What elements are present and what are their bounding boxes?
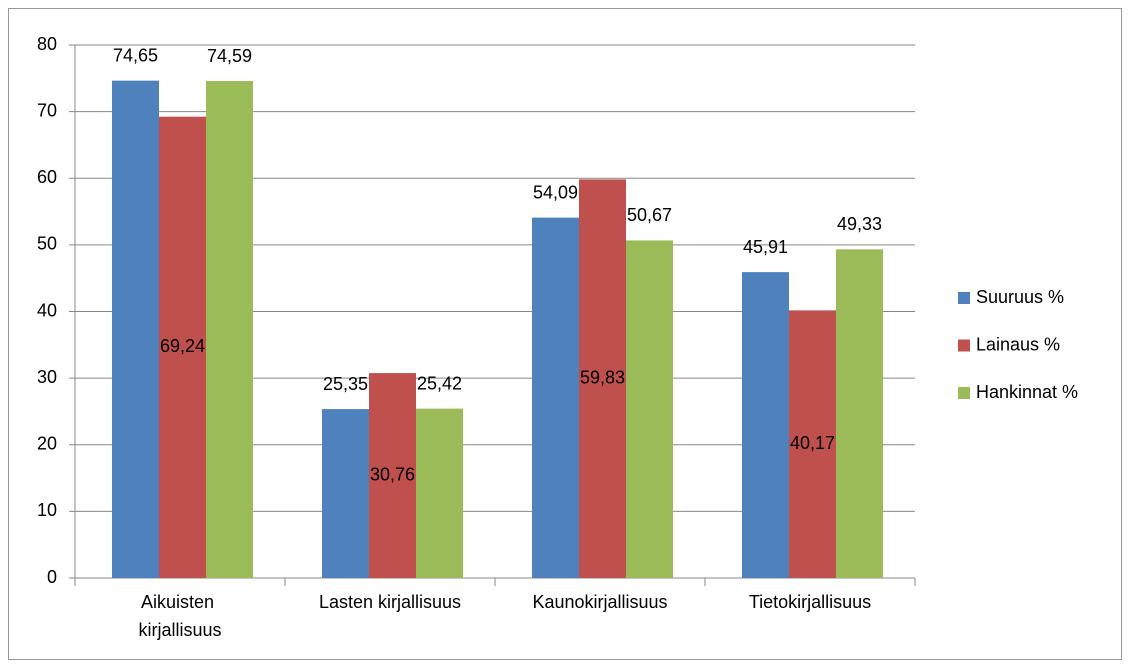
data-label: 59,83 (580, 367, 625, 387)
legend-label: Lainaus % (976, 334, 1060, 354)
legend-label: Suuruus % (976, 287, 1064, 307)
bar (112, 80, 159, 578)
y-tick-label: 60 (37, 167, 57, 187)
y-tick-label: 70 (37, 100, 57, 120)
legend-label: Hankinnat % (976, 382, 1078, 402)
data-label: 54,09 (533, 182, 578, 202)
data-label: 74,65 (113, 45, 158, 65)
data-label: 25,42 (417, 373, 462, 393)
bar (416, 408, 463, 578)
bar (836, 249, 883, 579)
data-label: 50,67 (627, 205, 672, 225)
bar (742, 272, 789, 578)
data-label: 40,17 (790, 433, 835, 453)
legend-swatch (958, 387, 970, 399)
x-tick-label: Tietokirjallisuus (749, 592, 871, 612)
x-tick-label: Lasten kirjallisuus (319, 592, 461, 612)
bar (369, 373, 416, 578)
data-label: 49,33 (837, 214, 882, 234)
y-tick-label: 10 (37, 500, 57, 520)
legend-swatch (958, 292, 970, 304)
data-label: 30,76 (370, 464, 415, 484)
x-tick-label-line: kirjallisuus (138, 620, 221, 640)
x-tick-label: Kaunokirjallisuus (532, 592, 667, 612)
x-tick-label-line: Aikuisten (141, 592, 219, 612)
bar (159, 116, 206, 578)
y-tick-label: 50 (37, 234, 57, 254)
y-tick-label: 0 (47, 567, 57, 587)
bar (579, 179, 626, 578)
data-label: 74,59 (207, 46, 252, 66)
data-label: 69,24 (160, 336, 205, 356)
y-tick-label: 20 (37, 434, 57, 454)
x-tick-label: Aikuisten kirjallisuus (138, 592, 221, 640)
bar (532, 217, 579, 579)
bar (322, 409, 369, 578)
legend-swatch (958, 339, 970, 352)
bar (789, 310, 836, 578)
data-label: 25,35 (323, 374, 368, 394)
bar (626, 240, 673, 578)
y-tick-label: 80 (37, 34, 57, 54)
y-tick-label: 30 (37, 367, 57, 387)
data-label: 45,91 (743, 237, 788, 257)
bar (206, 81, 253, 578)
y-tick-label: 40 (37, 300, 57, 320)
